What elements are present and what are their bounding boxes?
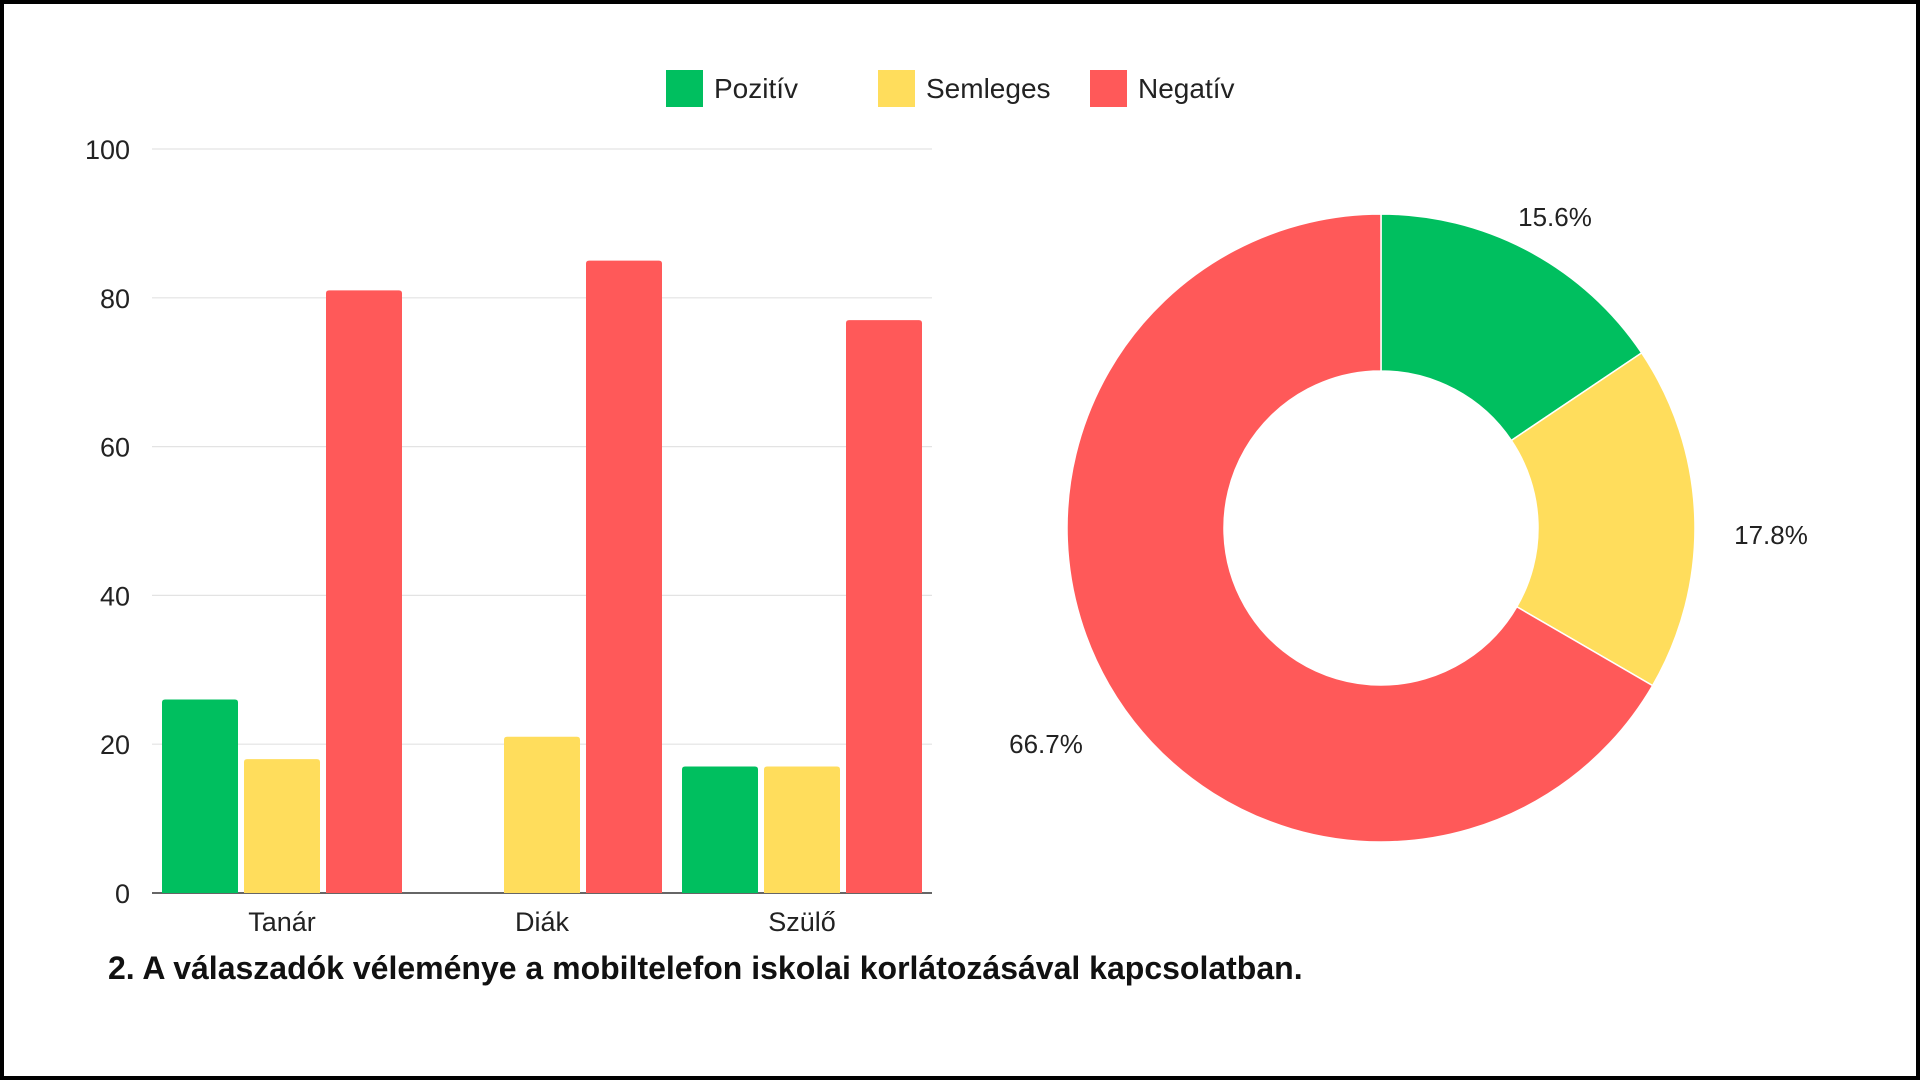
x-tick-label-szulo: Szülő <box>768 907 836 937</box>
legend-label-semleges: Semleges <box>926 73 1051 104</box>
donut-slice-pozitiv <box>1380 213 1643 442</box>
bar-chart-x-ticks: Tanár Diák Szülő <box>248 907 836 937</box>
bar-diak-negativ <box>586 260 662 894</box>
y-tick-label-80: 80 <box>100 284 130 314</box>
donut-label-semleges: 17.8% <box>1734 520 1808 550</box>
donut-label-negativ: 66.7% <box>1009 729 1083 759</box>
donut-chart: 15.6% 17.8% 66.7% <box>1009 202 1808 843</box>
bar-tanar-negativ <box>326 290 402 893</box>
bar-szulo-negativ <box>846 320 922 893</box>
bar-chart-y-ticks: 0 20 40 60 80 100 <box>85 135 130 909</box>
bar-chart: 0 20 40 60 80 100 Tanár Diák Szülő <box>85 135 932 937</box>
y-tick-label-0: 0 <box>115 879 130 909</box>
y-tick-label-100: 100 <box>85 135 130 165</box>
legend-label-pozitiv: Pozitív <box>714 73 798 104</box>
bar-tanar-pozitiv <box>162 699 238 893</box>
donut-slice-semleges <box>1510 351 1696 687</box>
chart-legend: Pozitív Semleges Negatív <box>666 70 1235 107</box>
bar-tanar-semleges <box>244 759 320 893</box>
donut-slice-labels: 15.6% 17.8% 66.7% <box>1009 202 1808 759</box>
bar-szulo-semleges <box>764 766 840 893</box>
bar-chart-bars <box>162 260 922 894</box>
legend-label-negativ: Negatív <box>1138 73 1235 104</box>
y-tick-label-60: 60 <box>100 433 130 463</box>
y-tick-label-20: 20 <box>100 730 130 760</box>
donut-label-pozitiv: 15.6% <box>1518 202 1592 232</box>
bar-szulo-pozitiv <box>682 766 758 893</box>
legend-swatch-semleges <box>878 70 915 107</box>
y-tick-label-40: 40 <box>100 581 130 611</box>
legend-swatch-pozitiv <box>666 70 703 107</box>
donut-slices <box>1066 213 1696 843</box>
donut-slice-negativ <box>1066 213 1654 843</box>
x-tick-label-tanar: Tanár <box>248 907 316 937</box>
bar-diak-semleges <box>504 736 580 893</box>
legend-swatch-negativ <box>1090 70 1127 107</box>
x-tick-label-diak: Diák <box>515 907 570 937</box>
figure-caption: 2. A válaszadók véleménye a mobiltelefon… <box>108 950 1303 986</box>
